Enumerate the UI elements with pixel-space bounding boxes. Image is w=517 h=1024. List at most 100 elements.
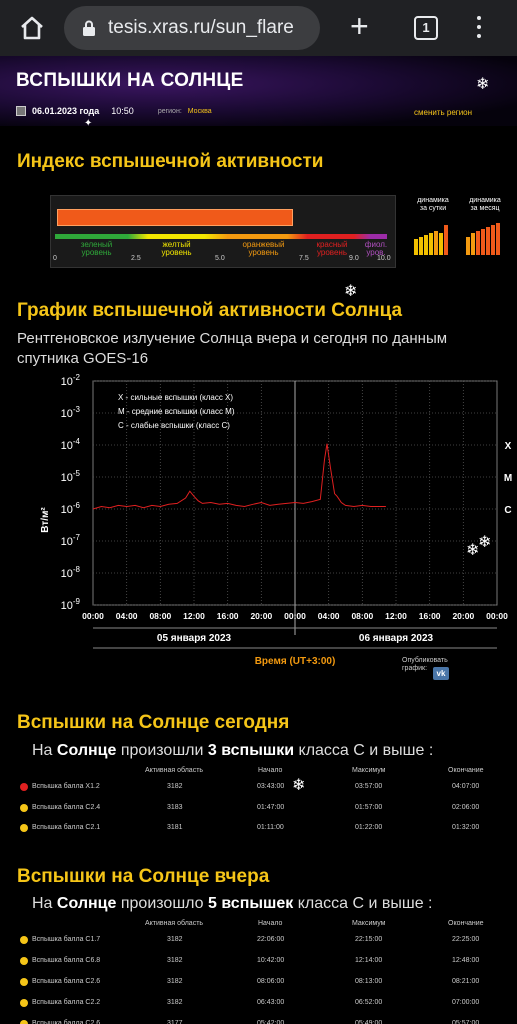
class-label: M <box>504 473 512 484</box>
flare-row: Вспышка балла C2.4 3183 01:47:00 01:57:00 02… <box>20 802 500 816</box>
flare-name: Вспышка балла C2.1 <box>32 824 101 831</box>
legend-entry: X - сильные вспышки (класс X) <box>118 393 233 402</box>
snowflake-icon: ❄ <box>292 777 306 794</box>
flare-max: 01:57:00 <box>355 803 383 811</box>
flare-end: 08:21:00 <box>452 978 480 985</box>
flare-class-indicator <box>20 957 28 965</box>
snowflake-icon: ❄ <box>466 542 480 559</box>
flare-class-indicator <box>20 783 28 791</box>
y-tick-label: 10-2 <box>61 373 81 388</box>
flare-end: 22:25:00 <box>452 936 480 943</box>
level-red: красный уровень <box>316 240 348 257</box>
new-tab-icon[interactable]: + <box>350 8 369 44</box>
level-violet: фиол. уров. <box>364 240 388 257</box>
sparkle-icon: ✦ <box>84 118 93 129</box>
flare-region: 3182 <box>167 999 183 1006</box>
lock-icon <box>83 20 95 36</box>
yesterday-summary: На Солнце произошло 5 вспышек класса С и… <box>32 895 433 912</box>
scale-tick: 0 <box>53 255 57 262</box>
flare-class-indicator <box>20 978 28 986</box>
flare-max: 06:52:00 <box>355 999 383 1006</box>
address-bar[interactable]: tesis.xras.ru/sun_flare <box>64 6 320 50</box>
flare-end: 07:00:00 <box>452 999 480 1006</box>
x-tick-label: 12:00 <box>385 611 407 621</box>
flare-end: 12:48:00 <box>452 957 480 964</box>
graph-heading: График вспышечной активности Солнца <box>17 300 403 321</box>
x-tick-label: 04:00 <box>318 611 340 621</box>
scale-tick: 10.0 <box>377 255 391 262</box>
snowflake-icon: ❄ <box>476 76 490 93</box>
flare-region: 3182 <box>167 978 183 985</box>
flare-row: Вспышка балла C2.6 3177 05:42:00 05:49:00 05… <box>20 1018 500 1024</box>
y-tick-label: 10-3 <box>61 405 81 420</box>
flare-class-indicator <box>20 1020 28 1024</box>
flare-row: Вспышка балла C2.6 3182 08:06:00 08:13:00 08… <box>20 976 500 990</box>
table-column-header: Начало <box>258 920 283 927</box>
flare-max: 08:13:00 <box>355 978 383 985</box>
flare-end: 02:06:00 <box>452 803 480 811</box>
y-axis-label: Вт/м² <box>40 507 51 533</box>
y-tick-label: 10-7 <box>61 533 81 548</box>
flare-region: 3183 <box>167 803 183 811</box>
x-tick-label: 00:00 <box>486 611 508 621</box>
level-green: зеленый уровень <box>80 240 113 257</box>
legend-entry: M - средние вспышки (класс M) <box>118 407 235 416</box>
table-column-header: Максимум <box>352 920 386 927</box>
flare-end: 05:57:00 <box>452 1020 480 1024</box>
flare-start: 06:43:00 <box>257 999 285 1006</box>
calendar-icon <box>16 106 26 116</box>
index-scale <box>55 234 387 239</box>
xray-flux-chart: 10-210-310-410-510-610-710-810-900:00 04:… <box>40 373 512 667</box>
url-text: tesis.xras.ru/sun_flare <box>108 17 294 38</box>
tab-switcher-button[interactable]: 1 <box>414 16 438 40</box>
level-yellow: желтый уровень <box>161 240 192 257</box>
x-tick-label: 20:00 <box>250 611 272 621</box>
flare-start: 08:06:00 <box>257 978 285 985</box>
x-tick-label: 00:00 <box>284 611 306 621</box>
scale-tick: 9.0 <box>349 255 359 262</box>
legend-entry: C - слабые вспышки (класс C) <box>118 421 230 430</box>
daily-dynamics-chart <box>414 222 448 255</box>
flare-name: Вспышка балла C2.6 <box>32 978 101 985</box>
graph-subtitle: Рентгеновское излучение Солнца вчера и с… <box>17 330 448 367</box>
x-axis-label: Время (UT+3:00) <box>255 656 336 667</box>
flare-row: Вспышка балла C6.8 3182 10:42:00 12:14:00 12… <box>20 955 500 969</box>
flare-region: 3182 <box>167 783 183 790</box>
flare-max: 01:22:00 <box>355 824 383 831</box>
more-menu-icon[interactable] <box>474 13 484 43</box>
monthly-dynamics-chart <box>466 222 500 255</box>
region-label: регион: <box>157 107 182 115</box>
series-line <box>92 443 386 510</box>
flare-max: 12:14:00 <box>355 957 383 964</box>
class-label: X <box>505 441 512 452</box>
x-tick-label: 08:00 <box>149 611 171 621</box>
current-date: 06.01.2023 года <box>32 106 100 116</box>
y-tick-label: 10-8 <box>61 565 81 580</box>
flare-region: 3182 <box>167 936 183 943</box>
flare-class-indicator <box>20 824 28 832</box>
flare-region: 3182 <box>167 957 183 964</box>
flare-max: 05:49:00 <box>355 1020 383 1024</box>
index-bar <box>57 209 293 226</box>
page-title: ВСПЫШКИ НА СОЛНЦЕ <box>16 70 244 91</box>
vk-share-icon[interactable]: vk <box>433 667 449 680</box>
daily-dynamics-label: динамика за сутки <box>417 197 449 212</box>
date-region-bar: 06.01.2023 года 10:50 регион: Москва <box>16 106 212 116</box>
day-label: 05 января 2023 <box>157 633 232 644</box>
today-summary: На Солнце произошли 3 вспышки класса С и… <box>32 742 434 759</box>
flare-row: Вспышка балла C1.7 3182 22:06:00 22:15:00 22… <box>20 934 500 948</box>
flare-end: 01:32:00 <box>452 824 480 831</box>
change-region-link[interactable]: сменить регион <box>414 108 473 117</box>
flare-region: 3181 <box>167 824 183 831</box>
region-value[interactable]: Москва <box>187 107 212 115</box>
table-column-header: Активная область <box>145 920 204 927</box>
flare-name: Вспышка балла C6.8 <box>32 957 101 964</box>
x-tick-label: 16:00 <box>419 611 441 621</box>
home-icon[interactable] <box>18 14 46 42</box>
x-tick-label: 04:00 <box>116 611 138 621</box>
scale-tick: 7.5 <box>299 255 309 262</box>
day-label: 06 января 2023 <box>359 633 434 644</box>
flare-row: Вспышка балла C2.2 3182 06:43:00 06:52:00 07… <box>20 997 500 1011</box>
flare-start: 05:42:00 <box>257 1020 285 1024</box>
table-column-header: Максимум <box>352 767 386 774</box>
